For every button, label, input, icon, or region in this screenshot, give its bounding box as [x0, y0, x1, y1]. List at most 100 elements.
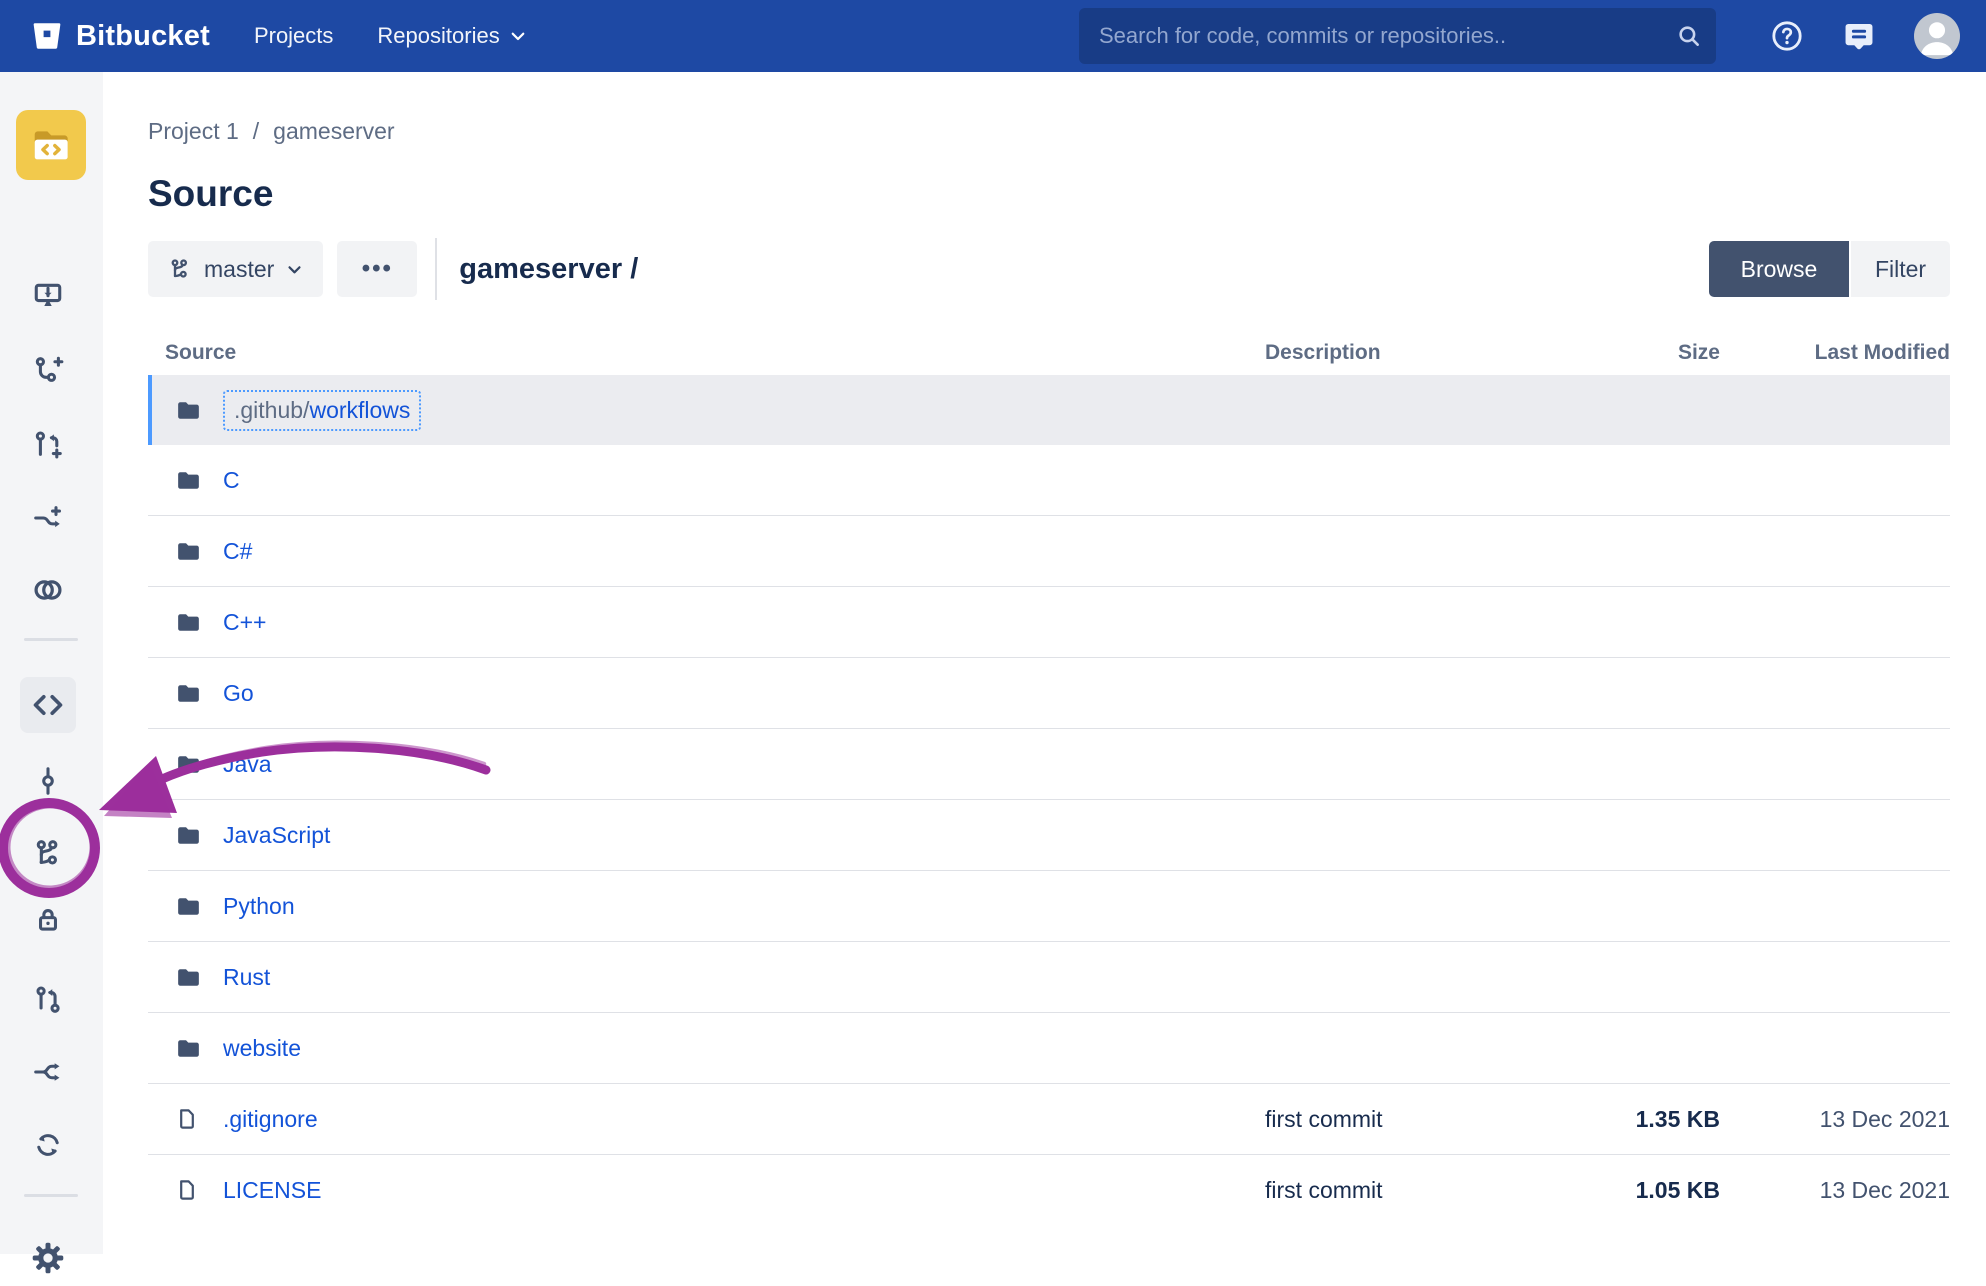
- lock-icon: [32, 904, 64, 936]
- entry-name[interactable]: C++: [223, 609, 266, 636]
- sidebar-create-pull-request-button[interactable]: [20, 417, 76, 473]
- entry-name[interactable]: Go: [223, 680, 254, 707]
- breadcrumb-project[interactable]: Project 1: [148, 118, 239, 145]
- row-last-modified: 13 Dec 2021: [1720, 1177, 1950, 1204]
- entry-link[interactable]: Python: [223, 893, 295, 920]
- entry-link[interactable]: LICENSE: [223, 1177, 321, 1204]
- toolbar-divider: [435, 238, 437, 300]
- entry-name[interactable]: Rust: [223, 964, 270, 991]
- table-header: Source Description Size Last Modified: [148, 331, 1950, 375]
- breadcrumb-repo[interactable]: gameserver: [273, 118, 394, 145]
- feedback-icon[interactable]: [1842, 19, 1876, 53]
- sidebar-security-button[interactable]: [20, 892, 76, 948]
- folder-icon: [175, 538, 202, 565]
- sidebar-pull-requests-button[interactable]: [20, 972, 76, 1028]
- user-avatar[interactable]: [1914, 13, 1960, 59]
- page-title: Source: [148, 173, 1950, 215]
- folder-icon: [175, 467, 202, 494]
- entry-link[interactable]: C++: [223, 609, 266, 636]
- sidebar-branches-button[interactable]: [20, 825, 76, 881]
- table-row[interactable]: C++: [148, 587, 1950, 658]
- more-actions-button[interactable]: •••: [337, 241, 417, 297]
- source-toolbar: master ••• gameserver / Browse Filter: [148, 241, 1950, 297]
- entry-name[interactable]: website: [223, 1035, 301, 1062]
- search-input[interactable]: [1097, 22, 1676, 50]
- sidebar-commits-button[interactable]: [20, 753, 76, 809]
- entry-link[interactable]: .github/workflows: [223, 390, 421, 431]
- nav-repositories[interactable]: Repositories: [377, 23, 526, 49]
- sidebar-source-button[interactable]: [20, 677, 76, 733]
- sidebar-forks-button[interactable]: [20, 1044, 76, 1100]
- branch-selector[interactable]: master: [148, 241, 323, 297]
- entry-link[interactable]: Java: [223, 751, 272, 778]
- entry-prefix[interactable]: .github/: [234, 397, 309, 424]
- sidebar-create-branch-button[interactable]: [20, 342, 76, 398]
- row-description: first commit: [1265, 1106, 1570, 1133]
- table-row[interactable]: C#: [148, 516, 1950, 587]
- entry-link[interactable]: C#: [223, 538, 252, 565]
- brand-name: Bitbucket: [76, 20, 210, 53]
- folder-icon: [175, 680, 202, 707]
- sidebar-clone-button[interactable]: [20, 268, 76, 324]
- sidebar-divider-bottom: [24, 1194, 78, 1197]
- bitbucket-bucket-icon: [30, 19, 64, 53]
- table-row[interactable]: JavaScript: [148, 800, 1950, 871]
- folder-icon: [175, 822, 202, 849]
- main-content: Project 1 / gameserver Source master •••…: [103, 72, 1986, 1254]
- sidebar-settings-button[interactable]: [20, 1230, 76, 1286]
- row-size: 1.35 KB: [1570, 1106, 1720, 1133]
- top-navigation: Bitbucket Projects Repositories: [0, 0, 1986, 72]
- entry-name[interactable]: C: [223, 467, 240, 494]
- sidebar-compare-button[interactable]: [20, 562, 76, 618]
- table-row[interactable]: Java: [148, 729, 1950, 800]
- entry-name[interactable]: JavaScript: [223, 822, 330, 849]
- file-icon: [175, 1177, 202, 1204]
- header-size: Size: [1570, 341, 1720, 365]
- table-row[interactable]: Go: [148, 658, 1950, 729]
- breadcrumb: Project 1 / gameserver: [148, 118, 1950, 145]
- folder-icon: [175, 609, 202, 636]
- folder-icon: [175, 1035, 202, 1062]
- table-row[interactable]: LICENSE first commit 1.05 KB 13 Dec 2021: [148, 1155, 1950, 1225]
- table-row[interactable]: website: [148, 1013, 1950, 1084]
- table-row[interactable]: Python: [148, 871, 1950, 942]
- repository-sidebar: [0, 72, 103, 1254]
- table-body: .github/workflows C: [148, 375, 1950, 1225]
- entry-link[interactable]: Rust: [223, 964, 270, 991]
- entry-link[interactable]: C: [223, 467, 240, 494]
- row-last-modified: 13 Dec 2021: [1720, 1106, 1950, 1133]
- table-row[interactable]: C: [148, 445, 1950, 516]
- file-table: Source Description Size Last Modified .g…: [148, 331, 1950, 1225]
- entry-link[interactable]: website: [223, 1035, 301, 1062]
- table-row[interactable]: .github/workflows: [148, 375, 1950, 445]
- entry-name[interactable]: Python: [223, 893, 295, 920]
- entry-link[interactable]: Go: [223, 680, 254, 707]
- folder-icon: [175, 893, 202, 920]
- sidebar-add-item-button[interactable]: [20, 490, 76, 546]
- repository-avatar[interactable]: [16, 110, 86, 180]
- entry-name[interactable]: C#: [223, 538, 252, 565]
- bitbucket-logo[interactable]: Bitbucket: [30, 19, 210, 53]
- entry-name[interactable]: LICENSE: [223, 1177, 321, 1204]
- entry-link[interactable]: .gitignore: [223, 1106, 318, 1133]
- nav-projects[interactable]: Projects: [254, 23, 333, 49]
- row-size: 1.05 KB: [1570, 1177, 1720, 1204]
- global-search[interactable]: [1079, 8, 1716, 64]
- filter-button[interactable]: Filter: [1851, 241, 1950, 297]
- entry-name[interactable]: workflows: [309, 397, 410, 424]
- browse-button[interactable]: Browse: [1709, 241, 1849, 297]
- sidebar-builds-button[interactable]: [20, 1117, 76, 1173]
- entry-name[interactable]: .gitignore: [223, 1106, 318, 1133]
- chevron-down-icon: [509, 27, 527, 45]
- search-icon[interactable]: [1676, 23, 1702, 49]
- entry-name[interactable]: Java: [223, 751, 272, 778]
- folder-icon: [175, 964, 202, 991]
- help-icon[interactable]: [1770, 19, 1804, 53]
- branch-name: master: [204, 256, 274, 283]
- person-icon: [1914, 13, 1960, 59]
- repo-folder-code-icon: [28, 122, 74, 168]
- entry-link[interactable]: JavaScript: [223, 822, 330, 849]
- table-row[interactable]: .gitignore first commit 1.35 KB 13 Dec 2…: [148, 1084, 1950, 1155]
- table-row[interactable]: Rust: [148, 942, 1950, 1013]
- row-description: first commit: [1265, 1177, 1570, 1204]
